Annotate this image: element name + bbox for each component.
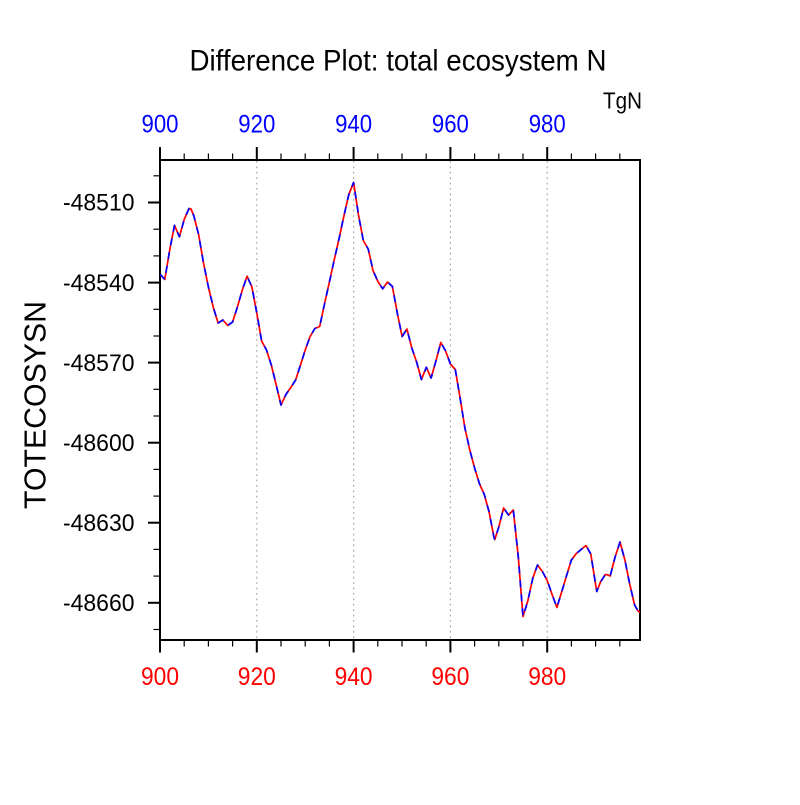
- svg-text:900: 900: [141, 663, 179, 691]
- svg-text:-48570: -48570: [63, 350, 135, 377]
- svg-text:980: 980: [529, 111, 566, 139]
- svg-text:Difference Plot: total ecosyst: Difference Plot: total ecosystem N: [190, 45, 607, 78]
- svg-text:900: 900: [142, 111, 179, 139]
- svg-text:-48630: -48630: [63, 510, 135, 537]
- svg-text:-48660: -48660: [63, 590, 135, 617]
- svg-text:TOTECOSYSN: TOTECOSYSN: [18, 301, 53, 509]
- svg-text:920: 920: [238, 111, 275, 139]
- svg-text:940: 940: [335, 663, 373, 691]
- svg-text:920: 920: [238, 663, 276, 691]
- svg-text:960: 960: [432, 111, 469, 139]
- svg-text:TgN: TgN: [603, 88, 642, 114]
- svg-text:960: 960: [431, 663, 469, 691]
- svg-text:940: 940: [335, 111, 372, 139]
- svg-text:980: 980: [528, 663, 566, 691]
- svg-text:-48510: -48510: [63, 190, 135, 217]
- svg-text:-48600: -48600: [63, 430, 135, 457]
- svg-text:-48540: -48540: [63, 270, 135, 297]
